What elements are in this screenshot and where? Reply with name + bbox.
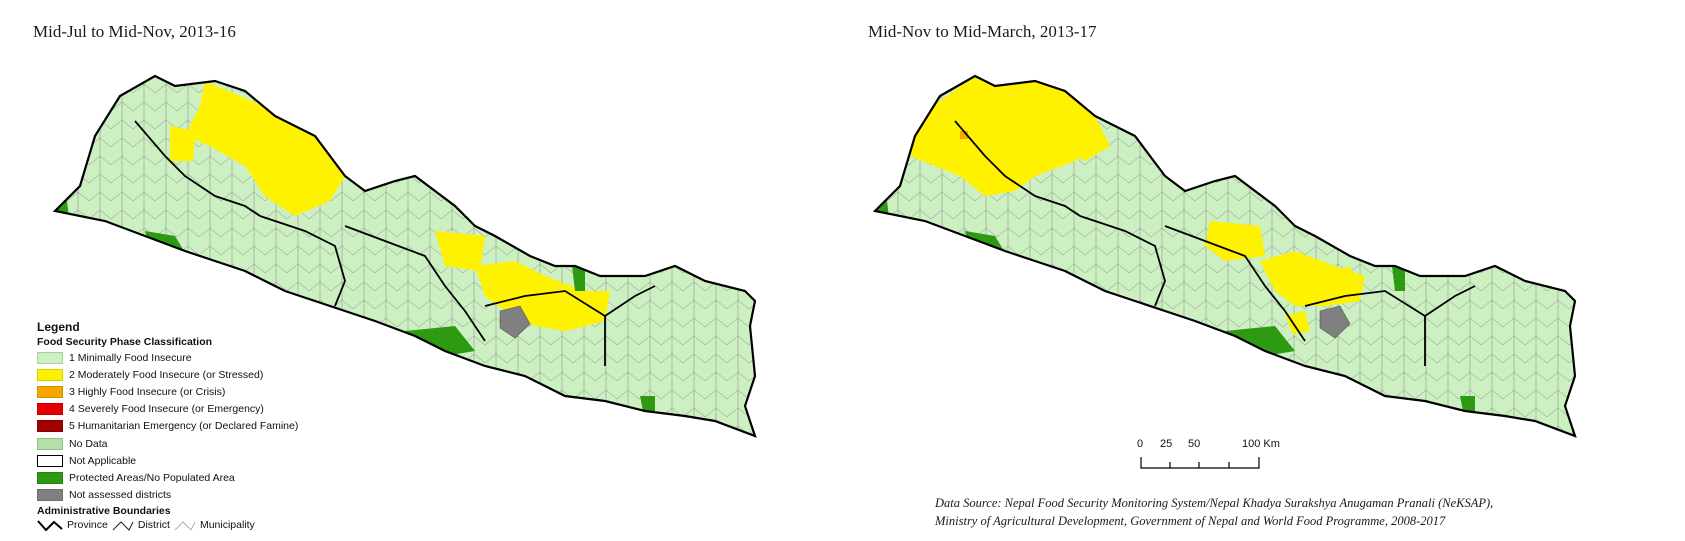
- legend-title: Legend: [37, 320, 80, 334]
- scale-label-50: 50: [1188, 438, 1201, 450]
- map-legend: Legend Food Security Phase Classificatio…: [37, 320, 337, 531]
- legend-item: 1 Minimally Food Insecure: [37, 349, 337, 366]
- legend-item-label: 3 Highly Food Insecure (or Crisis): [69, 385, 226, 398]
- legend-item-label: 4 Severely Food Insecure (or Emergency): [69, 403, 264, 416]
- phase2-area-central-east: [1260, 251, 1365, 306]
- province-boundary: [1424, 285, 1476, 317]
- nepal-outline: [52, 74, 757, 438]
- scale-ruler: [1140, 457, 1260, 469]
- legend-item-label: Not assessed districts: [69, 489, 172, 502]
- protected-area-east: [572, 266, 585, 291]
- province-boundary: [1079, 215, 1166, 307]
- data-source-note: Data Source: Nepal Food Security Monitor…: [935, 494, 1493, 530]
- source-line-1: Data Source: Nepal Food Security Monitor…: [935, 496, 1494, 510]
- legend-swatch: [37, 368, 63, 381]
- nepal-outline: [872, 74, 1577, 438]
- legend-item: Not Applicable: [37, 452, 337, 469]
- scale-bar: 0 25 50 100 Km: [1137, 438, 1280, 474]
- legend-swatch: [37, 471, 63, 484]
- phase2-area-west: [170, 126, 195, 161]
- legend-item-label: No Data: [69, 437, 108, 450]
- province-boundary: [344, 225, 486, 342]
- province-label: Province: [67, 518, 108, 531]
- right-nepal-map: [872, 74, 1577, 438]
- municipality-line-icon: [174, 521, 196, 531]
- legend-swatch: [37, 454, 63, 467]
- scale-label-25: 25: [1160, 438, 1173, 450]
- not-assessed-district: [1319, 305, 1351, 339]
- legend-swatch: [37, 351, 63, 364]
- legend-section-title: Food Security Phase Classification: [37, 336, 213, 348]
- right-map-title: Mid-Nov to Mid-March, 2013-17: [868, 22, 1097, 41]
- not-assessed-district: [499, 305, 531, 339]
- phase2-area-east: [1335, 266, 1355, 286]
- phase2-area-central: [1205, 221, 1265, 261]
- phase2-area-central-east: [475, 261, 610, 331]
- protected-area-koshi: [640, 396, 655, 411]
- legend-item-label: 5 Humanitarian Emergency (or Declared Fa…: [69, 420, 299, 433]
- phase2-area-far-west: [185, 81, 345, 216]
- left-map-title: Mid-Jul to Mid-Nov, 2013-16: [33, 22, 236, 41]
- province-boundary: [259, 215, 346, 307]
- legend-item: 3 Highly Food Insecure (or Crisis): [37, 383, 337, 400]
- scale-label-100: 100 Km: [1242, 438, 1280, 450]
- province-boundary: [484, 290, 606, 366]
- left-nepal-map: [52, 74, 757, 438]
- legend-item-label: Not Applicable: [69, 454, 137, 467]
- protected-area-east: [1392, 266, 1405, 291]
- legend-item: 2 Moderately Food Insecure (or Stressed): [37, 366, 337, 383]
- legend-item-label: 1 Minimally Food Insecure: [69, 351, 192, 364]
- legend-item: 4 Severely Food Insecure (or Emergency): [37, 401, 337, 418]
- legend-item: Protected Areas/No Populated Area: [37, 469, 337, 486]
- district-label: District: [137, 518, 170, 531]
- municipality-label: Municipality: [199, 518, 255, 531]
- phase2-area-far-west: [905, 76, 1105, 196]
- legend-swatch: [37, 420, 63, 433]
- boundaries-title: Administrative Boundaries: [37, 504, 171, 517]
- legend-item: 5 Humanitarian Emergency (or Declared Fa…: [37, 418, 337, 435]
- province-boundary: [134, 120, 261, 217]
- boundary-legend: Province District Municipality: [37, 519, 337, 531]
- legend-swatch: [37, 385, 63, 398]
- phase2-area-south: [1285, 311, 1310, 334]
- legend-item-label: 2 Moderately Food Insecure (or Stressed): [69, 368, 264, 381]
- province-line-icon: [37, 520, 63, 531]
- province-boundary: [954, 120, 1081, 217]
- phase2-area-central: [435, 231, 485, 271]
- province-boundary: [1164, 225, 1306, 342]
- protected-area-koshi: [1460, 396, 1475, 411]
- legend-item: No Data: [37, 435, 337, 452]
- province-boundary: [1304, 290, 1426, 366]
- legend-item-label: Protected Areas/No Populated Area: [69, 471, 235, 484]
- source-line-2: Ministry of Agricultural Development, Go…: [935, 514, 1446, 528]
- scale-label-0: 0: [1137, 438, 1144, 450]
- legend-swatch: [37, 437, 63, 450]
- legend-item: Not assessed districts: [37, 487, 337, 504]
- province-boundary: [604, 285, 656, 317]
- legend-swatch: [37, 403, 63, 416]
- phase2-area-mid-west: [1065, 106, 1110, 161]
- legend-swatch: [37, 489, 63, 502]
- district-line-icon: [112, 520, 134, 531]
